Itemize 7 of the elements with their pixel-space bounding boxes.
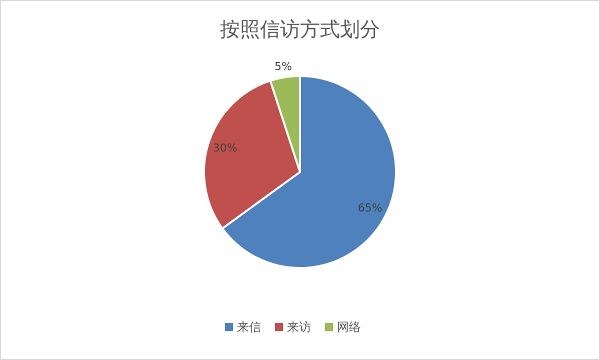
- chart-title: 按照信访方式划分: [220, 17, 380, 41]
- data-label: 30%: [212, 142, 238, 155]
- legend-label: 来访: [287, 320, 311, 334]
- legend-label: 来信: [237, 320, 261, 334]
- data-label: 5%: [274, 60, 292, 73]
- data-label: 65%: [358, 202, 382, 215]
- legend-label: 网络: [337, 320, 361, 334]
